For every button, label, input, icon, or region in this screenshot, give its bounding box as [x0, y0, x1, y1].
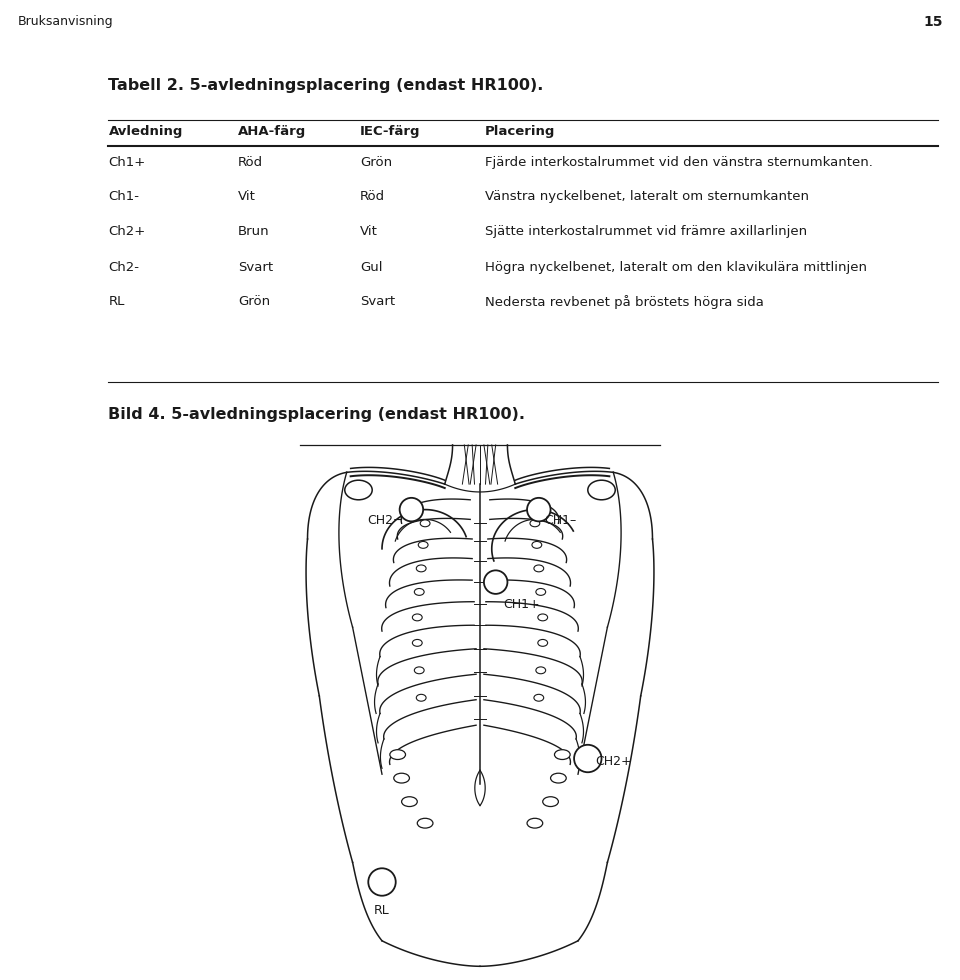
Text: Gul: Gul: [360, 261, 382, 273]
Text: AHA-färg: AHA-färg: [238, 125, 306, 138]
Ellipse shape: [534, 694, 543, 701]
Ellipse shape: [418, 818, 433, 828]
Text: Fjärde interkostalrummet vid den vänstra sternumkanten.: Fjärde interkostalrummet vid den vänstra…: [485, 156, 873, 169]
Ellipse shape: [542, 797, 559, 807]
Ellipse shape: [401, 797, 418, 807]
Ellipse shape: [534, 564, 543, 571]
Text: Sjätte interkostalrummet vid främre axillarlinjen: Sjätte interkostalrummet vid främre axil…: [485, 225, 807, 238]
Text: Svart: Svart: [360, 295, 396, 308]
Ellipse shape: [588, 480, 615, 500]
Ellipse shape: [390, 750, 405, 760]
Ellipse shape: [413, 639, 422, 647]
Text: Svart: Svart: [238, 261, 274, 273]
Text: Vänstra nyckelbenet, lateralt om sternumkanten: Vänstra nyckelbenet, lateralt om sternum…: [485, 190, 808, 203]
Text: CH1+: CH1+: [504, 598, 540, 611]
Text: Placering: Placering: [485, 125, 555, 138]
Ellipse shape: [538, 639, 547, 647]
Ellipse shape: [413, 613, 422, 621]
Ellipse shape: [417, 694, 426, 701]
Ellipse shape: [420, 519, 430, 526]
Ellipse shape: [415, 666, 424, 674]
Text: Bruksanvisning: Bruksanvisning: [17, 15, 113, 27]
Ellipse shape: [555, 750, 570, 760]
Ellipse shape: [415, 588, 424, 595]
Text: RL: RL: [374, 904, 390, 916]
Text: CH1–: CH1–: [544, 514, 577, 526]
Text: Röd: Röd: [360, 190, 385, 203]
Text: Ch1+: Ch1+: [108, 156, 146, 169]
Text: Ch1-: Ch1-: [108, 190, 139, 203]
Text: CH2+: CH2+: [595, 755, 633, 767]
Ellipse shape: [536, 666, 545, 674]
Ellipse shape: [345, 480, 372, 500]
Ellipse shape: [417, 564, 426, 571]
Ellipse shape: [532, 541, 541, 548]
Circle shape: [574, 745, 602, 772]
Text: Grön: Grön: [238, 295, 270, 308]
Text: CH2−: CH2−: [367, 514, 403, 526]
Ellipse shape: [394, 773, 410, 783]
Ellipse shape: [527, 818, 542, 828]
Text: Ch2-: Ch2-: [108, 261, 139, 273]
Text: Vit: Vit: [238, 190, 256, 203]
Text: Röd: Röd: [238, 156, 263, 169]
Text: RL: RL: [108, 295, 125, 308]
Text: IEC-färg: IEC-färg: [360, 125, 420, 138]
Circle shape: [484, 570, 508, 594]
Ellipse shape: [530, 519, 540, 526]
Circle shape: [399, 498, 423, 521]
Ellipse shape: [419, 541, 428, 548]
Text: Avledning: Avledning: [108, 125, 182, 138]
Circle shape: [527, 498, 551, 521]
Text: Brun: Brun: [238, 225, 270, 238]
Text: 15: 15: [924, 15, 943, 28]
Text: Nedersta revbenet på bröstets högra sida: Nedersta revbenet på bröstets högra sida: [485, 295, 763, 309]
Text: Högra nyckelbenet, lateralt om den klavikulära mittlinjen: Högra nyckelbenet, lateralt om den klavi…: [485, 261, 867, 273]
Circle shape: [369, 868, 396, 896]
Text: Grön: Grön: [360, 156, 392, 169]
Text: Bild 4. 5-avledningsplacering (endast HR100).: Bild 4. 5-avledningsplacering (endast HR…: [108, 407, 525, 421]
Ellipse shape: [538, 613, 547, 621]
Ellipse shape: [536, 588, 545, 595]
Text: Ch2+: Ch2+: [108, 225, 146, 238]
Text: Tabell 2. 5-avledningsplacering (endast HR100).: Tabell 2. 5-avledningsplacering (endast …: [108, 78, 544, 93]
Text: Vit: Vit: [360, 225, 378, 238]
Ellipse shape: [550, 773, 566, 783]
